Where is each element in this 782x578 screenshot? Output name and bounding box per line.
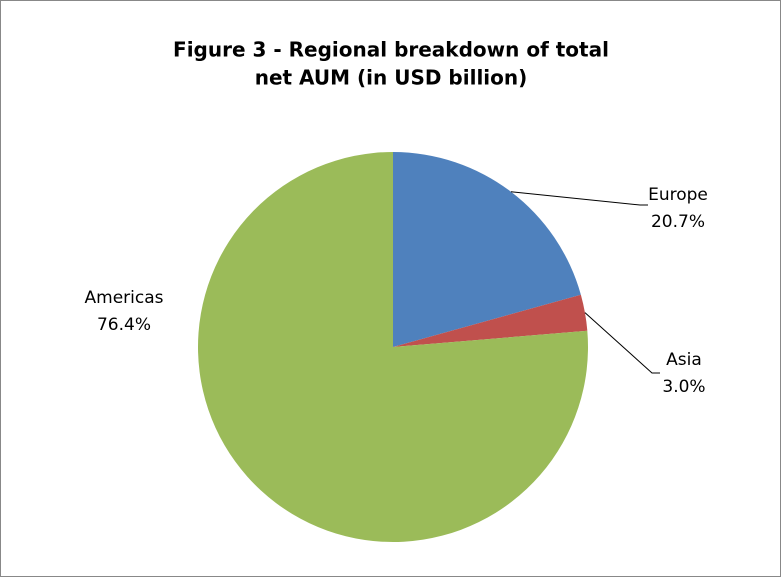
leader-line: [510, 191, 648, 206]
pie-slice: [198, 152, 588, 542]
pie-slice: [393, 294, 588, 347]
chart-title: Figure 3 - Regional breakdown of total: [173, 38, 609, 62]
slice-label: Asia: [666, 350, 702, 370]
chart-title: net AUM (in USD billion): [255, 66, 528, 90]
slice-label: Americas: [85, 288, 164, 308]
slice-label: Europe: [648, 185, 708, 205]
slice-value-label: 76.4%: [97, 315, 151, 335]
leader-line: [584, 312, 660, 374]
slice-value-label: 3.0%: [662, 377, 705, 397]
slice-value-label: 20.7%: [651, 212, 705, 232]
pie-slice: [393, 152, 581, 347]
